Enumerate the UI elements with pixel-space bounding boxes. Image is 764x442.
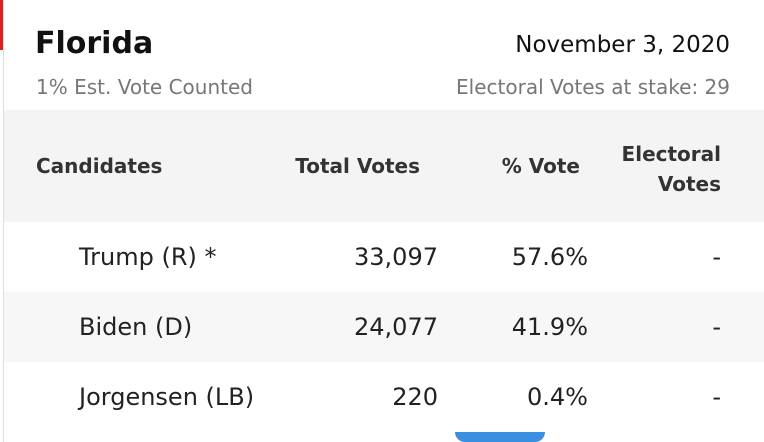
table-cell: Jorgensen (LB): [79, 383, 255, 411]
table-cell: Trump (R) *: [79, 243, 217, 271]
table-cell: -: [712, 313, 721, 341]
column-header: Electoral Votes: [621, 142, 721, 196]
state-title: Florida: [35, 26, 154, 61]
table-cell: 41.9%: [511, 313, 588, 341]
column-header: Candidates: [36, 154, 163, 178]
table-cell: -: [712, 243, 721, 271]
election-date: November 3, 2020: [515, 32, 730, 58]
table-cell: 57.6%: [511, 243, 588, 271]
accent: [0, 0, 4, 50]
row-band: [4, 292, 764, 362]
vote-counted: 1% Est. Vote Counted: [36, 75, 253, 99]
table-cell: 220: [392, 383, 438, 411]
table-cell: 0.4%: [527, 383, 588, 411]
table-cell: Biden (D): [79, 313, 193, 341]
electoral-stake: Electoral Votes at stake: 29: [456, 75, 730, 99]
table-cell: -: [712, 383, 721, 411]
table-header-band: [4, 110, 764, 222]
table-cell: 33,097: [354, 243, 438, 271]
decoration: [455, 432, 545, 442]
column-header: % Vote: [501, 154, 580, 178]
column-header: Total Votes: [295, 154, 420, 178]
table-cell: 24,077: [354, 313, 438, 341]
